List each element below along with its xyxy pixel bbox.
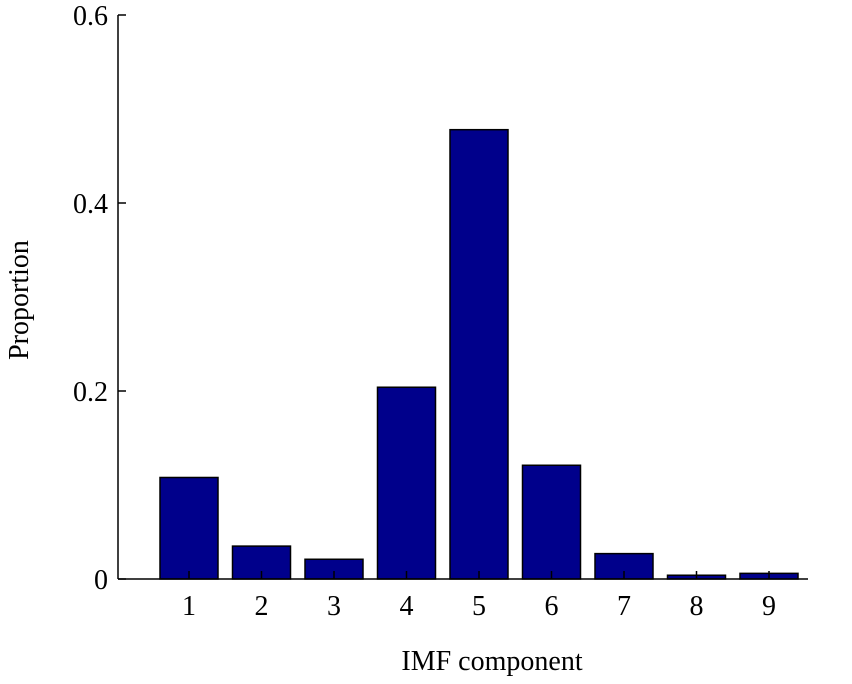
y-ticks-group: 0 0.2 0.4 0.6 bbox=[73, 1, 126, 596]
x-tick-label-7: 7 bbox=[617, 591, 631, 622]
x-tick-label-6: 6 bbox=[545, 591, 559, 622]
x-tick-label-2: 2 bbox=[255, 591, 269, 622]
y-tick-label-3: 0.6 bbox=[73, 1, 108, 32]
bar-1 bbox=[159, 476, 219, 580]
x-axis-label: IMF component bbox=[401, 646, 582, 677]
y-tick-label-0: 0 bbox=[94, 565, 108, 596]
x-tick-label-3: 3 bbox=[327, 591, 341, 622]
x-tick-label-9: 9 bbox=[762, 591, 776, 622]
bar-5 bbox=[449, 128, 509, 580]
bar-4 bbox=[376, 386, 437, 580]
bar-6 bbox=[521, 464, 582, 580]
x-tick-label-5: 5 bbox=[472, 591, 486, 622]
x-tick-label-1: 1 bbox=[182, 591, 196, 622]
x-tick-label-4: 4 bbox=[400, 591, 414, 622]
y-axis-label: Proportion bbox=[4, 240, 35, 360]
x-ticks-group: 1 2 3 4 5 6 7 8 9 bbox=[182, 571, 776, 622]
x-tick-label-8: 8 bbox=[690, 591, 704, 622]
y-tick-label-1: 0.2 bbox=[73, 377, 108, 408]
bars-group bbox=[159, 128, 799, 580]
y-tick-label-2: 0.4 bbox=[73, 189, 108, 220]
